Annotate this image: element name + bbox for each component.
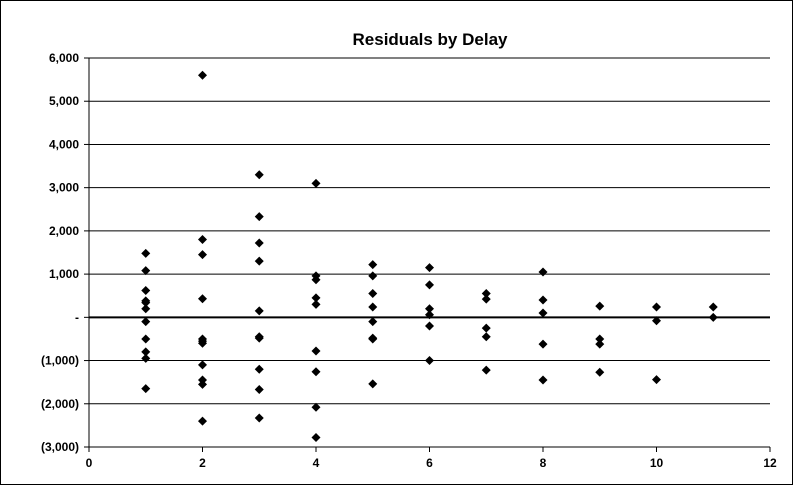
y-tick-label: (1,000)	[41, 354, 79, 368]
data-point	[198, 70, 207, 80]
data-point	[198, 235, 207, 245]
data-point	[254, 238, 264, 248]
data-point	[198, 416, 207, 426]
data-point	[538, 295, 548, 305]
data-point	[311, 402, 321, 412]
data-point	[141, 266, 151, 276]
y-tick-label: (2,000)	[41, 397, 79, 411]
data-point	[425, 304, 434, 314]
data-point	[481, 365, 491, 375]
data-point	[425, 356, 434, 366]
y-axis-tick-labels: 6,000 5,000 4,000 3,000 2,000 1,000 - (1,000) (2…	[41, 51, 79, 454]
data-point	[652, 316, 661, 326]
x-axis-tick-labels: 0 2 4 6 8 10 12	[86, 456, 777, 470]
data-point	[595, 339, 605, 349]
data-points	[141, 70, 718, 442]
data-point	[538, 339, 548, 349]
data-point	[141, 353, 151, 363]
data-point	[198, 360, 207, 370]
data-point	[141, 286, 151, 296]
y-tick-label: 5,000	[49, 94, 79, 108]
data-point	[254, 212, 264, 222]
data-point	[311, 293, 321, 303]
data-point	[254, 170, 264, 180]
data-point	[481, 323, 491, 333]
data-point	[481, 289, 491, 299]
data-point	[254, 333, 264, 343]
y-tick-label: (3,000)	[41, 440, 79, 454]
x-tick-label: 0	[86, 456, 93, 470]
data-point	[141, 304, 151, 314]
y-tick-label: 4,000	[49, 137, 79, 151]
data-point	[368, 260, 378, 270]
x-tick-label: 2	[199, 456, 206, 470]
x-tick-label: 6	[426, 456, 433, 470]
data-point	[311, 178, 321, 188]
data-point	[425, 321, 434, 331]
data-point	[481, 332, 491, 342]
data-point	[311, 346, 321, 356]
data-point	[425, 263, 434, 273]
data-point	[425, 280, 434, 290]
data-point	[595, 301, 605, 311]
data-point	[595, 367, 605, 377]
data-point	[708, 302, 718, 312]
x-tick-label: 8	[540, 456, 547, 470]
data-point	[254, 413, 264, 423]
data-point	[538, 308, 548, 318]
data-point	[311, 432, 321, 442]
gridlines	[89, 57, 770, 448]
axes	[84, 57, 771, 452]
data-point	[708, 312, 718, 322]
data-point	[141, 347, 151, 357]
data-point	[595, 334, 605, 344]
data-point	[141, 298, 151, 308]
data-point	[141, 384, 151, 394]
y-tick-label: 1,000	[49, 267, 79, 281]
data-point	[368, 317, 378, 327]
data-point	[254, 256, 264, 266]
data-point	[141, 248, 151, 258]
data-point	[368, 334, 378, 344]
data-point	[538, 375, 548, 385]
data-point	[368, 379, 378, 389]
x-tick-label: 4	[313, 456, 320, 470]
data-point	[198, 250, 207, 260]
data-point	[311, 367, 321, 377]
y-tick-label: -	[75, 310, 79, 324]
data-point	[141, 317, 151, 327]
data-point	[652, 375, 661, 385]
y-tick-label: 3,000	[49, 181, 79, 195]
data-point	[198, 338, 207, 348]
data-point	[254, 385, 264, 395]
y-tick-label: 2,000	[49, 224, 79, 238]
data-point	[254, 306, 264, 316]
chart-title: Residuals by Delay	[353, 30, 509, 49]
data-point	[538, 267, 548, 277]
data-point	[425, 310, 434, 320]
data-point	[198, 379, 207, 389]
data-point	[254, 364, 264, 374]
x-tick-label: 10	[650, 456, 664, 470]
data-point	[141, 334, 151, 344]
data-point	[311, 275, 321, 285]
data-point	[368, 289, 378, 299]
data-point	[311, 299, 321, 309]
data-point	[368, 302, 378, 312]
y-tick-label: 6,000	[49, 51, 79, 65]
data-point	[198, 294, 207, 304]
data-point	[481, 294, 491, 304]
x-tick-label: 12	[763, 456, 777, 470]
data-point	[368, 271, 378, 281]
data-point	[652, 302, 661, 312]
